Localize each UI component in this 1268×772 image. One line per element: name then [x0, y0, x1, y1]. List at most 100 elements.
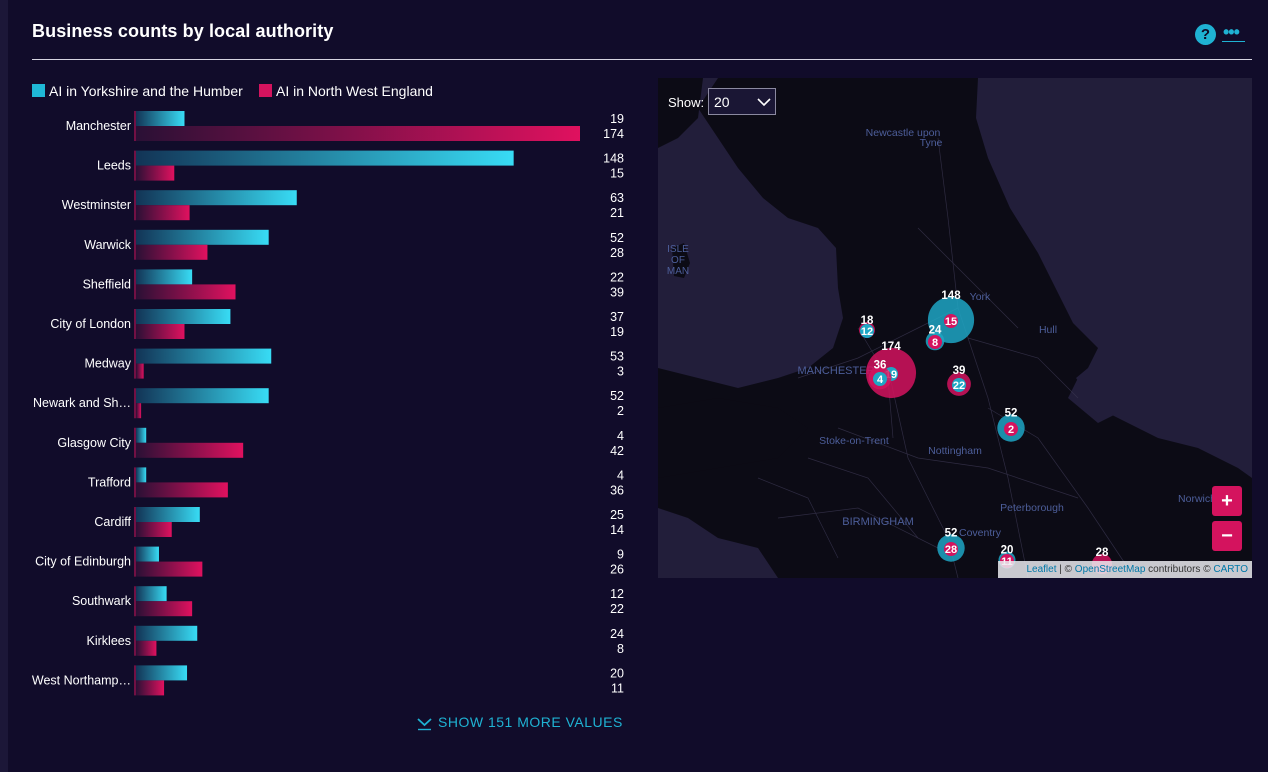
bar-north-west[interactable] [136, 205, 190, 221]
bar-north-west[interactable] [136, 522, 172, 537]
value-label-yorkshire: 52 [610, 231, 624, 245]
map-place-label: OF [671, 255, 685, 266]
category-label: Southwark [72, 594, 132, 608]
category-label: City of Edinburgh [35, 555, 131, 569]
bar-north-west[interactable] [136, 363, 144, 379]
value-label-yorkshire: 22 [610, 270, 624, 284]
carto-link[interactable]: CARTO [1213, 564, 1248, 575]
bar-yorkshire[interactable] [136, 269, 193, 285]
map-marker-inner-label: 15 [945, 316, 957, 328]
zoom-out-button[interactable]: − [1212, 521, 1242, 551]
bar-north-west[interactable] [136, 126, 580, 141]
map-marker[interactable]: 436 [868, 360, 892, 390]
map-marker-label: 174 [881, 341, 901, 353]
bar-north-west[interactable] [136, 561, 203, 577]
bar-row[interactable]: Trafford 436 [88, 467, 624, 498]
map-marker-inner [860, 324, 874, 338]
bar-yorkshire[interactable] [136, 150, 514, 166]
value-label-north-west: 39 [610, 285, 624, 299]
map-marker-label: 148 [941, 290, 961, 302]
legend-label-yorkshire: AI in Yorkshire and the Humber [49, 83, 243, 99]
map-view[interactable]: Newcastle upon Tyne ISLE OF MAN York Hull MANCH… [658, 78, 1252, 578]
help-icon-button[interactable]: ? [1195, 24, 1216, 45]
value-label-north-west: 21 [610, 206, 624, 220]
map-markers[interactable]: 1514819174436121882422392522852112028 [859, 290, 1113, 575]
bar-north-west[interactable] [136, 680, 165, 696]
map-marker[interactable]: 824 [925, 325, 945, 351]
bar-yorkshire[interactable] [136, 507, 200, 522]
more-options-button[interactable]: ••• [1222, 23, 1246, 44]
value-label-yorkshire: 148 [603, 152, 624, 166]
bar-yorkshire[interactable] [136, 586, 167, 602]
bar-yorkshire[interactable] [136, 427, 147, 443]
value-label-north-west: 26 [610, 563, 624, 577]
bar-north-west[interactable] [136, 442, 244, 458]
bar-row[interactable]: City of Edinburgh 926 [35, 546, 624, 577]
bar-north-west[interactable] [136, 165, 175, 181]
value-label-yorkshire: 63 [610, 191, 624, 205]
value-label-north-west: 36 [610, 483, 624, 497]
bar-yorkshire[interactable] [136, 388, 269, 404]
map-marker-label: 36 [874, 360, 887, 372]
bar-north-west[interactable] [136, 324, 185, 339]
bar-north-west[interactable] [136, 482, 228, 498]
bar-yorkshire[interactable] [136, 190, 297, 206]
value-label-north-west: 14 [610, 523, 624, 537]
land-isle-of-man [672, 243, 690, 278]
value-label-north-west: 28 [610, 246, 624, 260]
bar-yorkshire[interactable] [136, 665, 188, 681]
show-count-label: Show: [668, 95, 705, 110]
bar-north-west[interactable] [136, 640, 157, 656]
bar-yorkshire[interactable] [136, 625, 198, 641]
bar-row[interactable]: Newark and Sh… 522 [33, 388, 624, 419]
chevron-down-icon [757, 98, 771, 107]
map-marker-inner [944, 542, 958, 556]
value-label-north-west: 19 [610, 325, 624, 339]
map-place-label: MAN [667, 266, 689, 277]
zoom-in-button[interactable]: + [1212, 486, 1242, 516]
leaflet-link[interactable]: Leaflet [1026, 564, 1057, 575]
value-label-yorkshire: 25 [610, 508, 624, 522]
show-count-select[interactable]: 20 [708, 88, 776, 115]
bar-yorkshire[interactable] [136, 467, 147, 483]
bar-north-west[interactable] [136, 601, 193, 617]
openstreetmap-link[interactable]: OpenStreetMap [1074, 564, 1146, 575]
panel-title: Business counts by local authority [32, 21, 334, 41]
map-place-label: BIRMINGHAM [842, 516, 914, 528]
legend-swatch-yorkshire [32, 84, 45, 97]
bar-row[interactable]: Kirklees 248 [87, 625, 625, 656]
category-label: Warwick [84, 238, 132, 252]
value-label-yorkshire: 20 [610, 666, 624, 680]
land-wales-coast [658, 398, 808, 478]
map-place-label: Tyne [920, 137, 943, 149]
bar-yorkshire[interactable] [136, 309, 231, 324]
bar-yorkshire[interactable] [136, 229, 269, 245]
bar-yorkshire[interactable] [136, 348, 272, 364]
map-marker[interactable]: 252 [997, 407, 1025, 442]
bar-yorkshire[interactable] [136, 111, 185, 126]
bar-north-west[interactable] [136, 244, 208, 260]
category-label: Glasgow City [57, 436, 131, 450]
bar-row[interactable]: Medway 533 [84, 348, 624, 379]
map-marker[interactable]: 15 148 [927, 290, 975, 344]
map-marker-inner-label: 8 [932, 337, 938, 349]
bar-north-west[interactable] [136, 284, 236, 300]
bar-yorkshire[interactable] [136, 546, 159, 562]
bar-row[interactable]: Glasgow City 442 [57, 427, 624, 458]
map-marker-label: 52 [1005, 407, 1018, 419]
bar-north-west[interactable] [136, 403, 142, 419]
category-label: Newark and Sh… [33, 396, 131, 410]
